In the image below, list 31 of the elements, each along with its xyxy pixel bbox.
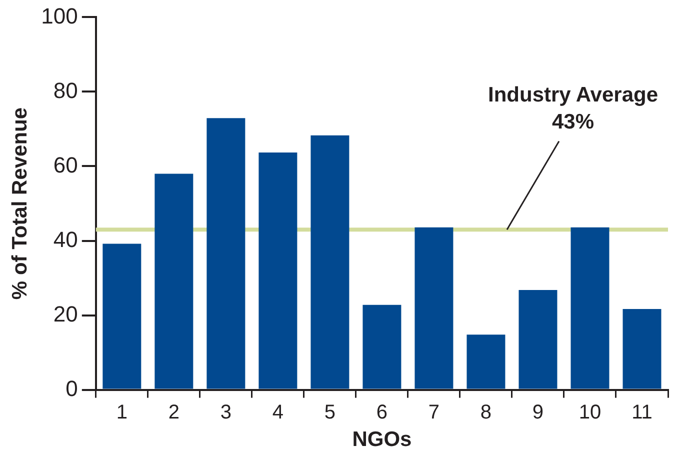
x-tick-label: 10 xyxy=(578,401,602,424)
x-tick-label: 11 xyxy=(632,401,652,424)
y-tick-label: 100 xyxy=(41,3,78,28)
y-tick-label: 20 xyxy=(53,301,78,326)
ref-line-label: Industry Average 43% xyxy=(488,83,658,134)
x-tick-label: 6 xyxy=(376,401,388,424)
bar xyxy=(102,244,142,389)
bar xyxy=(570,227,610,389)
x-tick-label: 1 xyxy=(116,401,128,424)
x-tick-label: 2 xyxy=(168,401,180,424)
bar xyxy=(466,334,506,389)
bar xyxy=(310,135,350,389)
bar xyxy=(622,308,662,389)
x-tick-label: 3 xyxy=(220,401,232,424)
x-tick-label: 5 xyxy=(324,401,336,424)
bar xyxy=(154,174,194,389)
x-tick-label: 9 xyxy=(532,401,544,424)
x-tick-label: 7 xyxy=(428,401,440,424)
y-tick-label: 80 xyxy=(53,78,78,103)
y-tick-label: 60 xyxy=(53,152,78,178)
x-tick-label: 4 xyxy=(272,401,284,424)
bar xyxy=(518,290,558,389)
bar xyxy=(206,118,246,389)
y-tick-label: 0 xyxy=(66,376,78,401)
x-tick-label: 8 xyxy=(480,401,492,424)
y-tick-label: 40 xyxy=(53,226,78,252)
bar xyxy=(362,304,402,389)
x-axis-title: NGOs xyxy=(352,428,412,452)
bar xyxy=(414,227,454,389)
bar xyxy=(258,152,298,389)
y-axis-title: % of Total Revenue xyxy=(8,107,32,300)
